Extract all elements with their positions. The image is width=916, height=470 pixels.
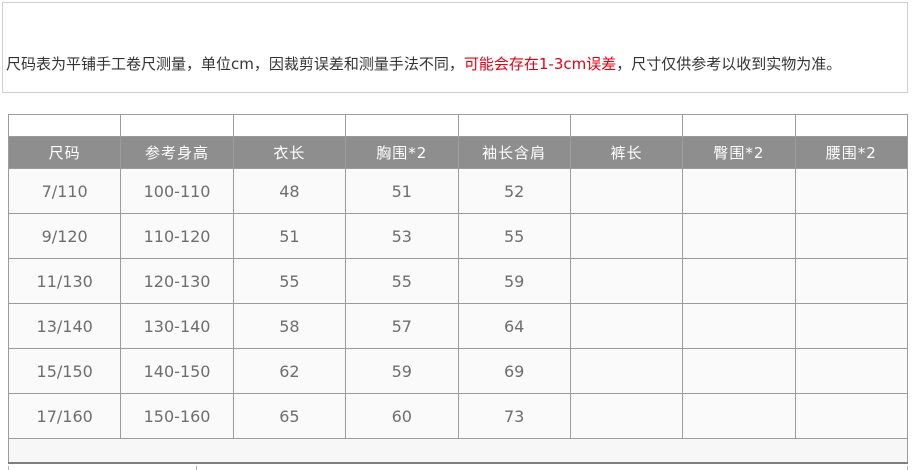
column-header-pants: 裤长 bbox=[569, 136, 684, 169]
table-cell: 73 bbox=[457, 393, 571, 439]
table-header-row: 尺码 参考身高 衣长 胸围*2 袖长含肩 裤长 臀围*2 腰围*2 bbox=[7, 136, 909, 169]
table-cell: 51 bbox=[345, 168, 459, 214]
next-table-partial-row bbox=[8, 466, 908, 470]
table-cell: 11/130 bbox=[7, 258, 122, 304]
table-cell bbox=[794, 348, 909, 394]
table-cell bbox=[682, 348, 796, 394]
table-cell: 59 bbox=[345, 348, 459, 394]
column-header-length: 衣长 bbox=[232, 136, 347, 169]
table-cell: 52 bbox=[457, 168, 571, 214]
table-cell bbox=[794, 213, 909, 259]
table-cell: 58 bbox=[232, 303, 347, 349]
table-cell bbox=[682, 303, 796, 349]
table-cell bbox=[569, 303, 684, 349]
notice-text-before: 尺码表为平铺手工卷尺测量，单位cm，因裁剪误差和测量手法不同， bbox=[6, 55, 464, 74]
table-spacer-row bbox=[7, 114, 909, 137]
table-cell bbox=[682, 168, 796, 214]
table-cell: 110-120 bbox=[120, 213, 234, 259]
table-cell: 150-160 bbox=[120, 393, 234, 439]
table-cell: 9/120 bbox=[7, 213, 122, 259]
table-row: 17/160 150-160 65 60 73 bbox=[7, 393, 909, 439]
table-cell bbox=[569, 393, 684, 439]
table-cell: 15/150 bbox=[7, 348, 122, 394]
table-cell: 13/140 bbox=[7, 303, 122, 349]
table-cell: 65 bbox=[232, 393, 347, 439]
table-cell: 69 bbox=[457, 348, 571, 394]
table-cell: 55 bbox=[457, 213, 571, 259]
table-cell: 57 bbox=[345, 303, 459, 349]
table-cell: 7/110 bbox=[7, 168, 122, 214]
table-row: 13/140 130-140 58 57 64 bbox=[7, 303, 909, 349]
next-table-column-divider bbox=[196, 466, 197, 470]
table-cell bbox=[682, 213, 796, 259]
table-cell bbox=[794, 393, 909, 439]
table-cell: 100-110 bbox=[120, 168, 234, 214]
table-row: 15/150 140-150 62 59 69 bbox=[7, 348, 909, 394]
column-header-sleeve: 袖长含肩 bbox=[457, 136, 571, 169]
table-empty-tail-row bbox=[8, 438, 908, 464]
table-cell: 59 bbox=[457, 258, 571, 304]
table-cell: 53 bbox=[345, 213, 459, 259]
table-cell: 62 bbox=[232, 348, 347, 394]
column-header-bust: 胸围*2 bbox=[345, 136, 459, 169]
table-cell: 60 bbox=[345, 393, 459, 439]
table-cell bbox=[682, 258, 796, 304]
column-header-size: 尺码 bbox=[7, 136, 122, 169]
table-cell bbox=[794, 258, 909, 304]
column-header-hip: 臀围*2 bbox=[682, 136, 796, 169]
column-header-height: 参考身高 bbox=[120, 136, 234, 169]
table-cell: 64 bbox=[457, 303, 571, 349]
table-cell bbox=[569, 348, 684, 394]
table-row: 7/110 100-110 48 51 52 bbox=[7, 168, 909, 214]
table-cell: 55 bbox=[232, 258, 347, 304]
table-cell bbox=[569, 258, 684, 304]
table-cell: 48 bbox=[232, 168, 347, 214]
size-notice-text: 尺码表为平铺手工卷尺测量，单位cm，因裁剪误差和测量手法不同，可能会存在1-3c… bbox=[6, 54, 841, 76]
column-header-waist: 腰围*2 bbox=[794, 136, 909, 169]
table-cell: 120-130 bbox=[120, 258, 234, 304]
table-cell bbox=[682, 393, 796, 439]
size-table: 尺码 参考身高 衣长 胸围*2 袖长含肩 裤长 臀围*2 腰围*2 7/110 … bbox=[7, 114, 909, 464]
size-notice-box: 尺码表为平铺手工卷尺测量，单位cm，因裁剪误差和测量手法不同，可能会存在1-3c… bbox=[2, 2, 908, 93]
table-cell bbox=[569, 168, 684, 214]
table-cell bbox=[794, 168, 909, 214]
table-cell: 130-140 bbox=[120, 303, 234, 349]
table-cell: 55 bbox=[345, 258, 459, 304]
table-row: 11/130 120-130 55 55 59 bbox=[7, 258, 909, 304]
table-cell bbox=[794, 303, 909, 349]
table-cell: 17/160 bbox=[7, 393, 122, 439]
table-row: 9/120 110-120 51 53 55 bbox=[7, 213, 909, 259]
table-cell: 51 bbox=[232, 213, 347, 259]
table-cell: 140-150 bbox=[120, 348, 234, 394]
table-cell bbox=[569, 213, 684, 259]
notice-text-after: ，尺寸仅供参考以收到实物为准。 bbox=[616, 55, 842, 74]
notice-text-highlight: 可能会存在1-3cm误差 bbox=[463, 55, 617, 74]
